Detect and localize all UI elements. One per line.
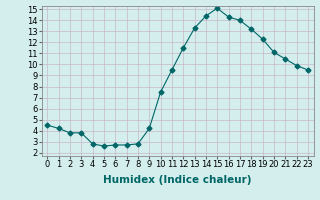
X-axis label: Humidex (Indice chaleur): Humidex (Indice chaleur) [103,175,252,185]
